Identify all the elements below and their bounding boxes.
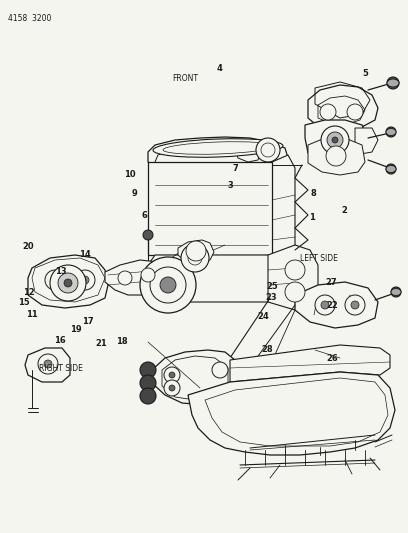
Circle shape <box>64 279 72 287</box>
Text: 26: 26 <box>327 354 338 362</box>
Text: 12: 12 <box>24 288 35 296</box>
Text: 25: 25 <box>267 282 278 291</box>
Circle shape <box>212 362 228 378</box>
Circle shape <box>140 388 156 404</box>
Polygon shape <box>230 345 390 382</box>
Text: 10: 10 <box>124 171 135 179</box>
Circle shape <box>169 385 175 391</box>
Circle shape <box>140 362 156 378</box>
Polygon shape <box>105 260 165 295</box>
Circle shape <box>140 375 156 391</box>
Text: 11: 11 <box>26 310 38 319</box>
Text: 9: 9 <box>132 189 137 198</box>
Circle shape <box>256 138 280 162</box>
Text: 1: 1 <box>309 213 315 222</box>
Text: 4: 4 <box>217 64 222 72</box>
Circle shape <box>327 132 343 148</box>
Text: 22: 22 <box>327 301 338 310</box>
Circle shape <box>169 372 175 378</box>
Circle shape <box>51 276 59 284</box>
Polygon shape <box>308 85 378 132</box>
Circle shape <box>321 301 329 309</box>
Polygon shape <box>268 245 318 310</box>
Circle shape <box>326 146 346 166</box>
Circle shape <box>140 257 196 313</box>
Circle shape <box>164 380 180 396</box>
Circle shape <box>75 270 95 290</box>
Text: 8: 8 <box>310 189 316 198</box>
Polygon shape <box>28 255 108 308</box>
Circle shape <box>387 77 399 89</box>
Circle shape <box>332 137 338 143</box>
Text: 5: 5 <box>362 69 368 77</box>
Circle shape <box>386 127 396 137</box>
Text: RIGHT SIDE: RIGHT SIDE <box>39 365 83 373</box>
Circle shape <box>321 126 349 154</box>
Circle shape <box>118 271 132 285</box>
Text: 24: 24 <box>257 312 269 320</box>
Text: 7: 7 <box>233 164 238 173</box>
Ellipse shape <box>387 79 399 87</box>
Ellipse shape <box>391 288 401 295</box>
Circle shape <box>181 244 209 272</box>
Polygon shape <box>308 138 365 175</box>
Text: 28: 28 <box>262 345 273 353</box>
Polygon shape <box>188 372 395 455</box>
Circle shape <box>50 265 86 301</box>
Circle shape <box>38 354 58 374</box>
Ellipse shape <box>386 128 396 135</box>
Circle shape <box>345 295 365 315</box>
Text: 27: 27 <box>326 278 337 287</box>
Text: 4158  3200: 4158 3200 <box>8 14 51 23</box>
Circle shape <box>44 360 52 368</box>
Circle shape <box>386 164 396 174</box>
Circle shape <box>285 260 305 280</box>
Polygon shape <box>148 255 275 302</box>
Polygon shape <box>178 240 214 263</box>
Polygon shape <box>148 162 272 255</box>
Text: 13: 13 <box>55 268 66 276</box>
Circle shape <box>347 104 363 120</box>
Circle shape <box>320 104 336 120</box>
Circle shape <box>143 230 153 240</box>
Text: 23: 23 <box>266 293 277 302</box>
Text: 6: 6 <box>142 212 148 220</box>
Text: 2: 2 <box>342 206 348 215</box>
Circle shape <box>315 295 335 315</box>
Polygon shape <box>272 155 295 258</box>
Text: FRONT: FRONT <box>173 75 199 83</box>
Text: 17: 17 <box>82 317 93 326</box>
Circle shape <box>391 287 401 297</box>
Polygon shape <box>295 282 378 328</box>
Ellipse shape <box>153 139 283 157</box>
Circle shape <box>45 270 65 290</box>
Polygon shape <box>235 140 262 162</box>
Polygon shape <box>148 137 288 174</box>
Text: 20: 20 <box>22 242 33 251</box>
Polygon shape <box>355 128 378 155</box>
Text: 3: 3 <box>228 181 233 190</box>
Text: 15: 15 <box>18 298 29 307</box>
Polygon shape <box>305 120 368 160</box>
Circle shape <box>186 241 206 261</box>
Polygon shape <box>152 350 238 405</box>
Circle shape <box>164 367 180 383</box>
Circle shape <box>285 282 305 302</box>
Circle shape <box>351 301 359 309</box>
Polygon shape <box>25 348 70 382</box>
Text: 21: 21 <box>95 340 107 348</box>
Text: 14: 14 <box>79 251 91 259</box>
Circle shape <box>81 276 89 284</box>
Text: 16: 16 <box>55 336 66 344</box>
Text: 18: 18 <box>116 337 127 345</box>
Ellipse shape <box>386 166 396 173</box>
Circle shape <box>58 273 78 293</box>
Polygon shape <box>162 356 228 400</box>
Text: 19: 19 <box>70 325 81 334</box>
Circle shape <box>141 268 155 282</box>
Text: LEFT SIDE: LEFT SIDE <box>300 254 338 263</box>
Circle shape <box>160 277 176 293</box>
